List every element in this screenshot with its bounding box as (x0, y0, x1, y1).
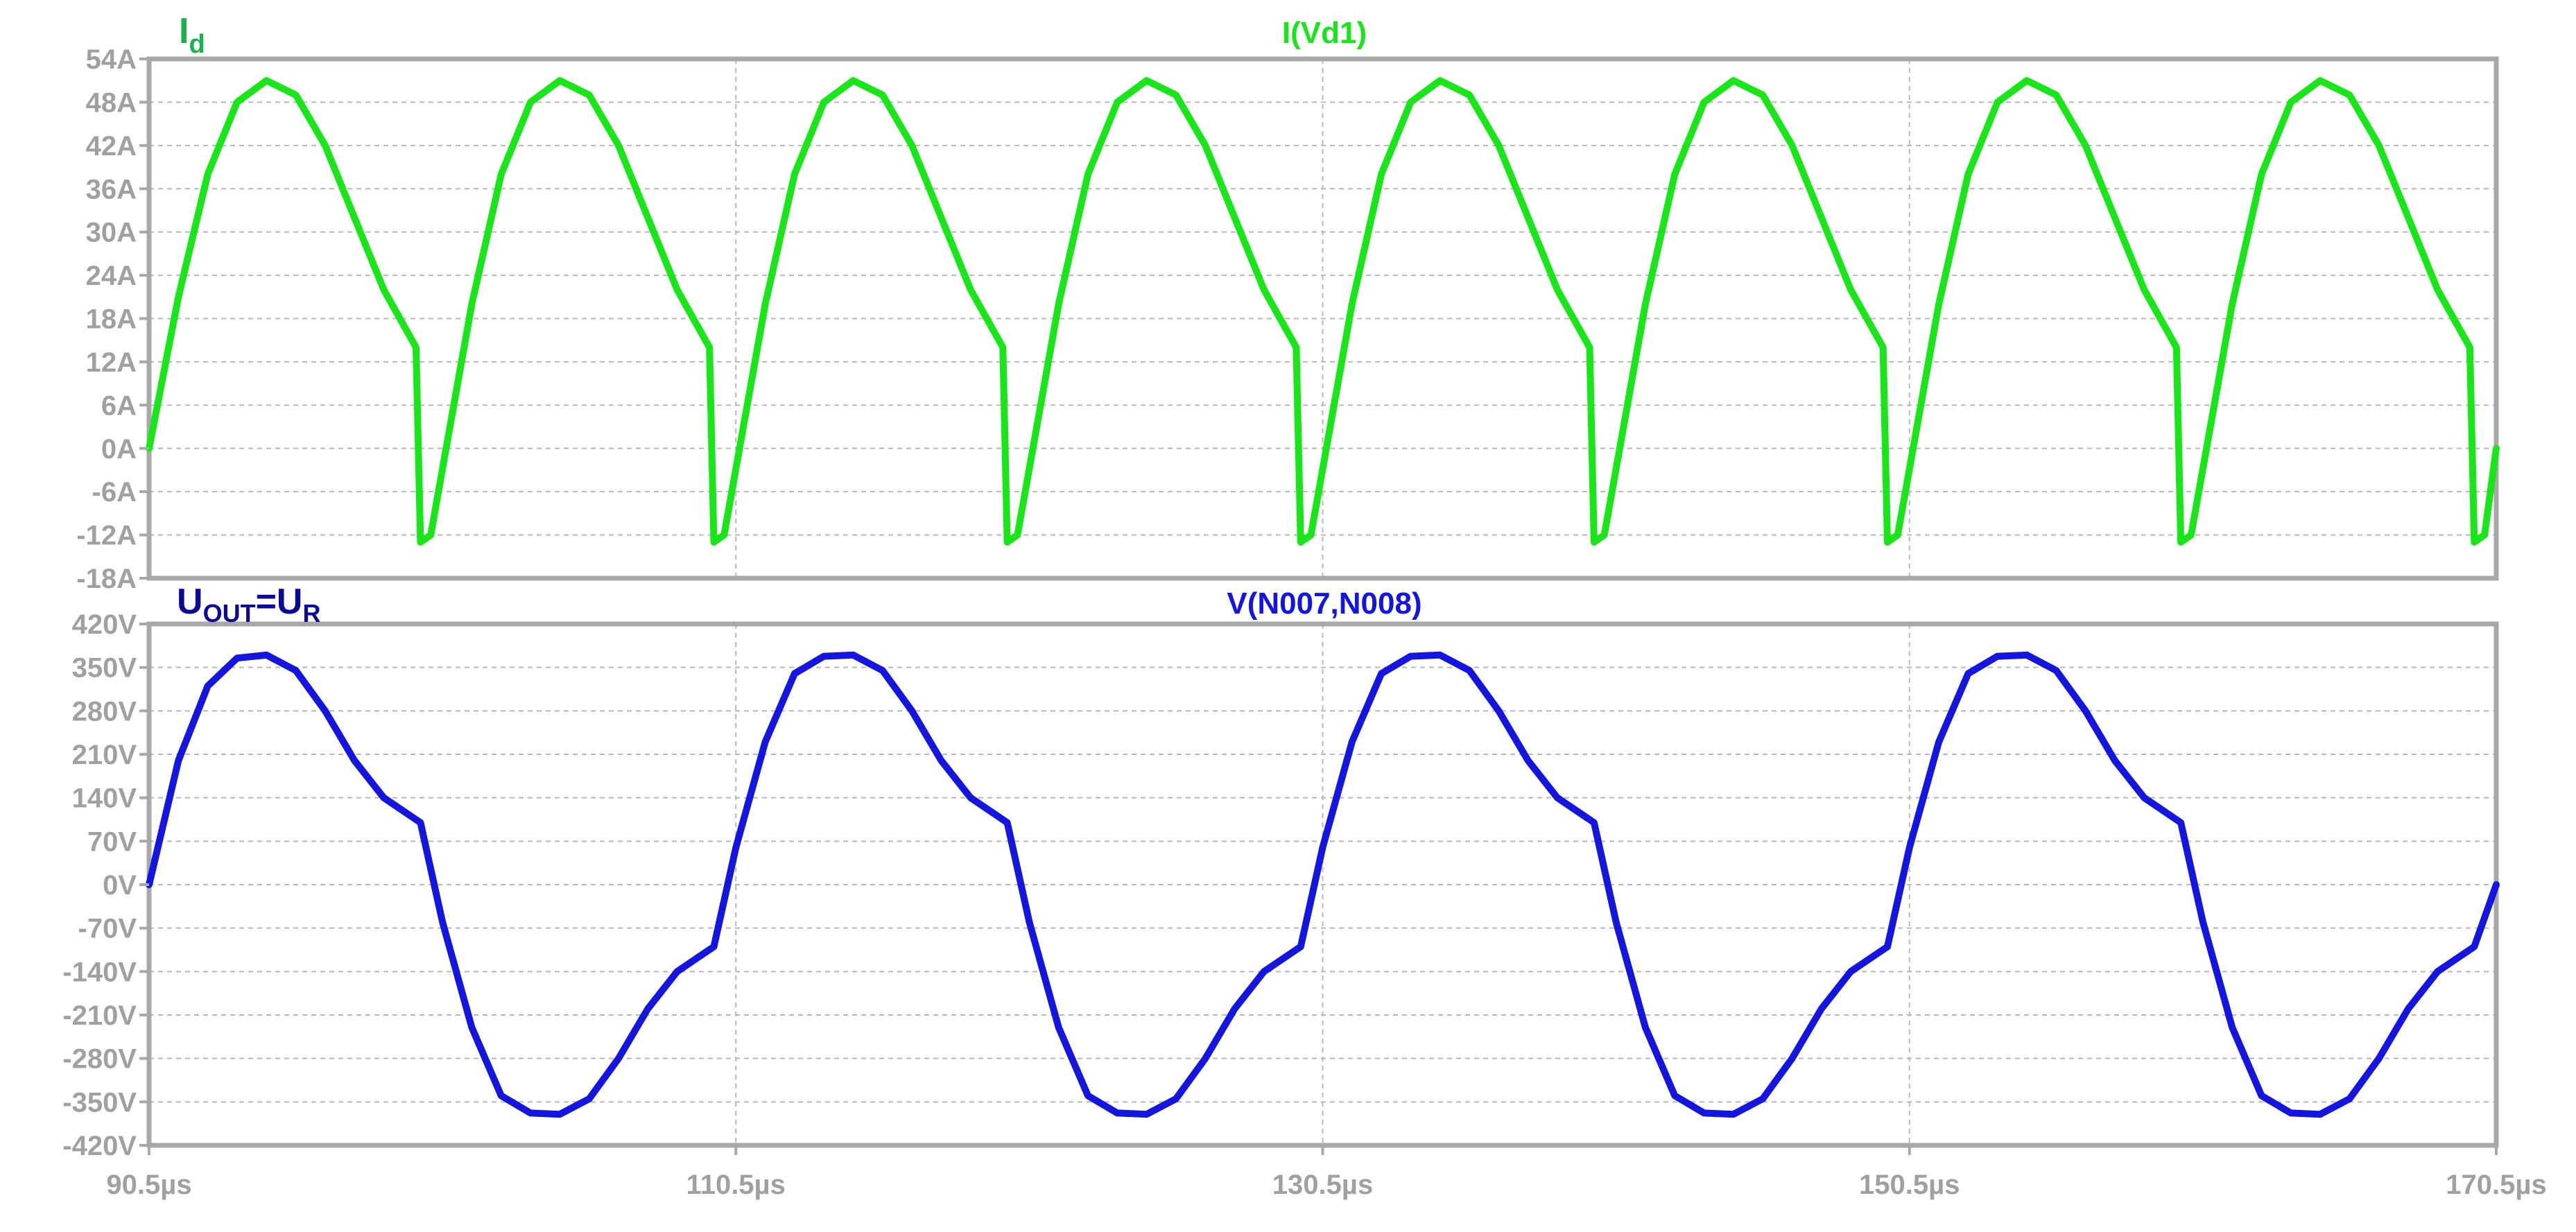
y-tick-label: 280V (72, 696, 137, 727)
voltage-annotation-mid: =U (256, 582, 303, 622)
y-tick-label: 36A (86, 174, 137, 205)
y-tick-label: 54A (86, 44, 137, 75)
y-tick-label: 0A (101, 434, 137, 465)
y-tick-label: -350V (62, 1087, 137, 1118)
voltage-annotation-sub1: OUT (203, 599, 256, 627)
y-tick-label: -210V (62, 1000, 137, 1031)
voltage-y-axis: 420V 350V 280V 210V 140V 70V 0V -70V -140V -210V -… (62, 609, 149, 1161)
y-tick-label: -12A (76, 521, 137, 551)
y-tick-label: 0V (103, 870, 137, 901)
voltage-annotation: UOUT=UR (177, 582, 320, 627)
y-tick-label: -140V (62, 957, 137, 987)
y-tick-label: 48A (86, 87, 137, 118)
current-annotation: Id (179, 11, 205, 59)
y-tick-label: -420V (62, 1131, 137, 1161)
voltage-annotation-sub2: R (302, 599, 320, 627)
y-tick-label: -6A (92, 477, 137, 507)
voltage-grid (149, 624, 2496, 1145)
y-tick-label: 420V (72, 609, 137, 640)
current-pane: 54A48A42A36A30A24A18A12A6A0A-6A-12A-18A … (76, 11, 2500, 594)
x-tick-label: 150.5µs (1859, 1170, 1960, 1200)
y-tick-label: 350V (72, 653, 137, 684)
current-trace (146, 77, 2500, 546)
y-tick-label: 12A (86, 347, 137, 378)
y-tick-label: 18A (86, 304, 137, 335)
y-tick-label: 42A (86, 131, 137, 162)
voltage-trace-title[interactable]: V(N007,N008) (1227, 587, 1421, 621)
current-y-axis: 54A 48A 42A 36A 30A 24A 18A 12A 6A 0A -6A -12A -18A (76, 44, 149, 594)
voltage-pane: 420V 350V 280V 210V 140V 70V 0V -70V -140V -210V -… (62, 582, 2500, 1161)
y-tick-label: 24A (86, 261, 137, 291)
y-tick-label: 6A (101, 390, 137, 421)
x-tick-label: 170.5µs (2446, 1170, 2546, 1200)
y-tick-label: -18A (76, 564, 137, 594)
y-tick-label: 30A (86, 218, 137, 248)
current-grid (149, 59, 2496, 578)
voltage-annotation-main: U (177, 582, 203, 622)
x-tick-label: 110.5µs (686, 1170, 786, 1200)
current-annotation-main: I (179, 11, 189, 51)
y-tick-label: -280V (62, 1044, 137, 1075)
y-tick-label: 210V (72, 740, 137, 770)
current-annotation-sub: d (189, 30, 205, 59)
voltage-trace (146, 651, 2500, 1118)
x-tick-label: 130.5µs (1272, 1170, 1373, 1200)
x-tick-label: 90.5µs (106, 1170, 191, 1200)
y-tick-label: 70V (87, 826, 137, 857)
y-tick-label: -70V (78, 914, 137, 944)
y-tick-label: 140V (72, 783, 137, 814)
current-trace-title[interactable]: I(Vd1) (1282, 16, 1367, 50)
time-x-axis: 90.5µs 110.5µs 130.5µs 150.5µs 170.5µs (106, 1145, 2547, 1200)
